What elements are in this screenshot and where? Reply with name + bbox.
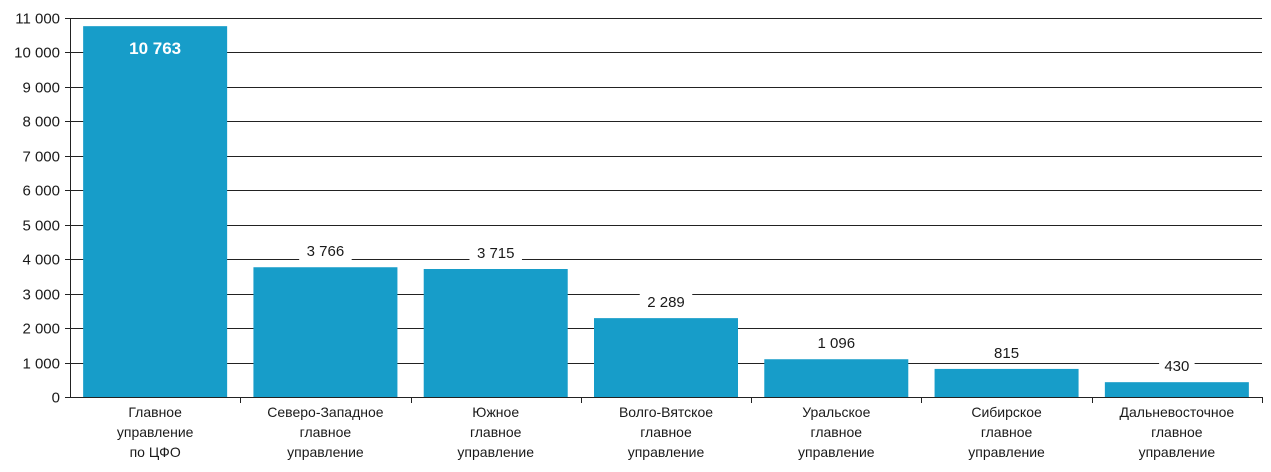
x-category-label: Волго-Вятское: [619, 404, 713, 420]
value-label: 1 096: [818, 335, 856, 352]
value-label-backing: [299, 241, 352, 262]
x-category-label: управление: [1139, 444, 1216, 460]
y-tick-label: 9 000: [22, 80, 60, 97]
x-axis: Главное управление по ЦФО Северо-Западное гл…: [70, 397, 1263, 460]
x-category-label: главное: [300, 424, 352, 440]
bar: [594, 318, 738, 397]
x-category-label: управление: [117, 424, 194, 440]
bar: [83, 26, 228, 397]
y-tick-label: 8 000: [22, 114, 60, 131]
bar: [253, 267, 398, 397]
x-category-label: главное: [640, 424, 692, 440]
value-label-backing: [988, 342, 1025, 363]
y-tick-label: 6 000: [22, 183, 60, 200]
y-tick-label: 7 000: [22, 149, 60, 166]
bar: [1104, 382, 1249, 397]
x-category-label: по ЦФО: [130, 444, 181, 460]
value-label: 3 766: [307, 243, 345, 260]
x-category-label: Уральское: [802, 404, 870, 420]
bar: [764, 359, 909, 397]
y-tick-label: 4 000: [22, 252, 60, 269]
x-category-label: Главное: [128, 404, 182, 420]
value-label-backing: [639, 292, 693, 313]
bars: [83, 26, 1249, 397]
value-label: 3 715: [477, 245, 515, 262]
value-label: 430: [1164, 358, 1189, 375]
bar: [423, 269, 568, 397]
x-category-label: Северо-Западное: [267, 404, 383, 420]
y-tick-label: 3 000: [22, 287, 60, 304]
y-tick-label: 11 000: [15, 11, 60, 28]
x-category-label: управление: [287, 444, 364, 460]
x-category-label: Южное: [472, 404, 519, 420]
value-label: 10 763: [129, 39, 181, 58]
x-category-label: главное: [811, 424, 863, 440]
y-tick-label: 1 000: [22, 356, 60, 373]
y-tick-label: 2 000: [22, 321, 60, 338]
value-label-backing: [1159, 356, 1195, 377]
value-labels: 10 763 3 766 3 715 2 289 1 096 815 430: [129, 39, 1195, 377]
x-category-label: Сибирское: [971, 404, 1042, 420]
x-category-label: управление: [968, 444, 1045, 460]
x-category-label: главное: [470, 424, 522, 440]
value-label-backing: [810, 333, 863, 354]
bar: [934, 368, 1079, 397]
x-category-label: главное: [981, 424, 1033, 440]
value-label: 2 289: [647, 294, 685, 311]
y-tick-label: 10 000: [14, 45, 60, 62]
value-label: 815: [994, 345, 1019, 362]
y-axis: 0 1 000 2 000 3 000 4 000 5 000 6 000 7 000 8 00…: [14, 11, 71, 407]
x-category-label: управление: [628, 444, 705, 460]
value-label-backing: [469, 243, 522, 264]
x-category-label: Дальневосточное: [1120, 404, 1235, 420]
y-tick-label: 0: [52, 390, 60, 407]
x-category-label: главное: [1151, 424, 1203, 440]
x-category-label: управление: [798, 444, 875, 460]
x-category-label: управление: [457, 444, 534, 460]
y-tick-label: 5 000: [22, 218, 60, 235]
